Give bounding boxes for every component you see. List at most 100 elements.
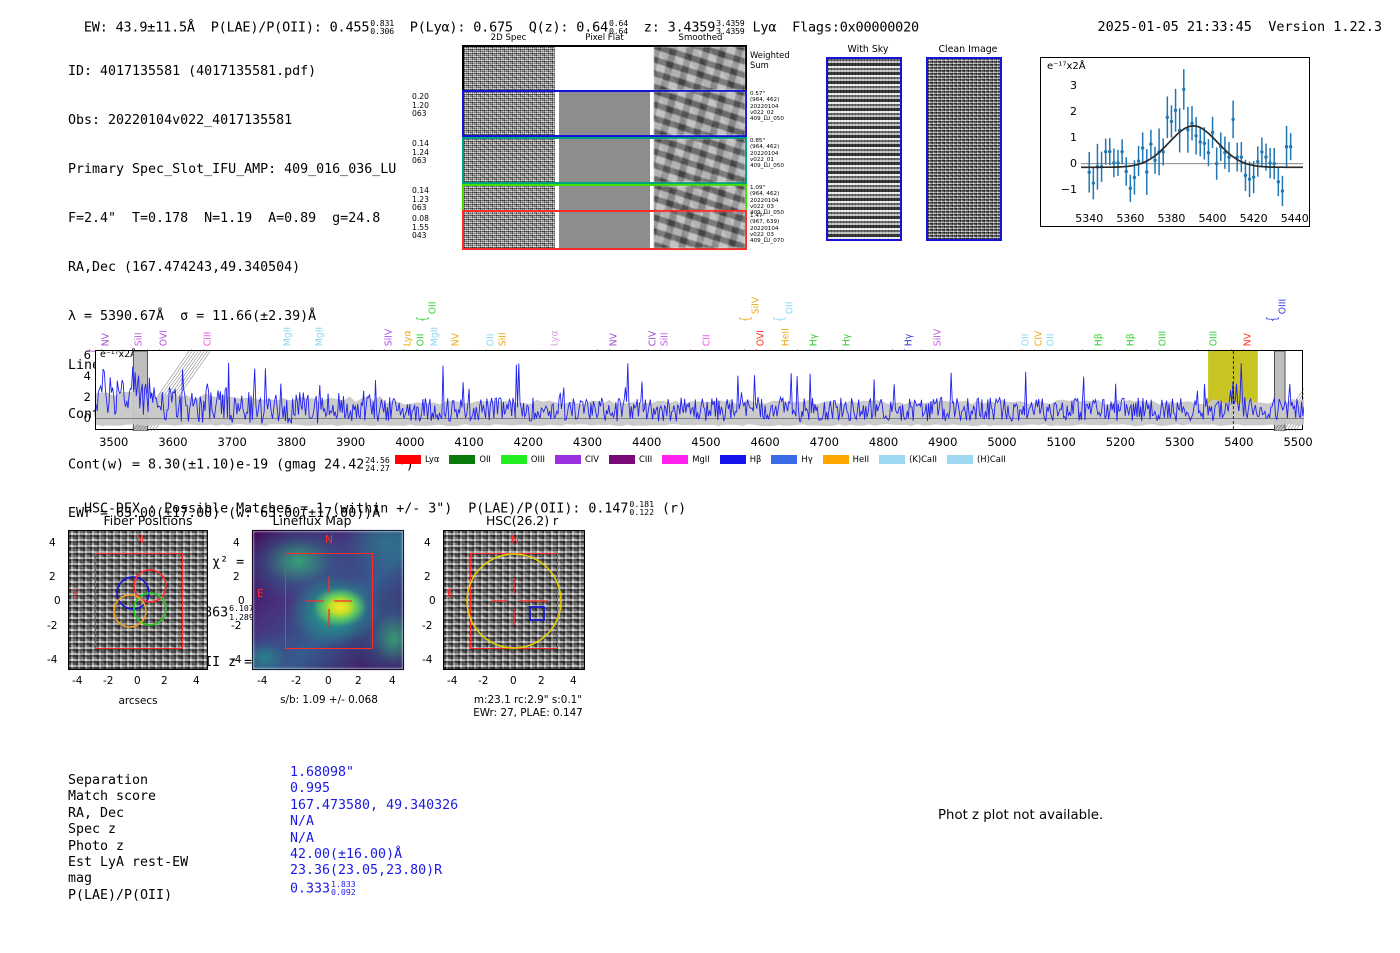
legend-label: MgII bbox=[692, 454, 710, 464]
fitplot-x-tick: 5440 bbox=[1280, 212, 1309, 225]
y-tick: 0 bbox=[238, 595, 245, 607]
spectrum-line-label: CII bbox=[702, 334, 714, 346]
photoz-unavailable-message: Phot z plot not available. bbox=[938, 808, 1104, 823]
spec-image-smoothed bbox=[653, 212, 746, 248]
spectrum-y-tick: 6 bbox=[83, 348, 91, 363]
fitplot-y-tick: 1 bbox=[1070, 130, 1077, 144]
spec-row-exposure bbox=[462, 137, 747, 184]
y-tick: 2 bbox=[233, 571, 240, 583]
spec-image-2dspec bbox=[464, 47, 556, 90]
info-plae-range: 6.107 1.289 bbox=[229, 603, 254, 622]
legend-swatch bbox=[554, 454, 581, 464]
fitplot-canvas bbox=[1081, 69, 1303, 207]
spectrum-x-tick: 3700 bbox=[217, 435, 247, 449]
spec-col-title-pixelflat: Pixel Flat bbox=[585, 33, 624, 43]
spectrum-line-label: NV bbox=[451, 332, 463, 346]
y-tick: -2 bbox=[231, 620, 242, 632]
info-radec: RA,Dec (167.474243,49.340504) bbox=[68, 259, 301, 275]
spec-image-pixelflat bbox=[558, 139, 651, 182]
header-qz-label: Q(z): 0.64 bbox=[528, 19, 608, 36]
hscdex-plae-range: 0.181 0.122 bbox=[629, 499, 655, 518]
x-tick: -2 bbox=[478, 675, 489, 687]
spectrum-line-label: CIII bbox=[202, 331, 214, 346]
spectrum-x-tick: 4300 bbox=[572, 435, 603, 449]
fiber-circles bbox=[113, 569, 167, 628]
stamp-image-clean bbox=[926, 57, 1002, 241]
spectrum-line-label: MgII bbox=[429, 326, 441, 346]
legend-swatch bbox=[879, 454, 906, 464]
hscdex-filter: (r) bbox=[654, 501, 687, 517]
fitplot-y-tick: −1 bbox=[1060, 182, 1077, 196]
spectrum-line-label: OIII bbox=[1209, 330, 1221, 346]
fitplot-flux-units: e⁻¹⁷x2Å bbox=[1047, 61, 1086, 72]
legend-item: (K)CaII bbox=[879, 454, 937, 464]
weighted-sum-label: Weighted Sum bbox=[750, 50, 790, 70]
header-z-range: 3.4359 3.4359 bbox=[716, 18, 745, 37]
hscdex-text: HSC-DEX : Possible Matches = 1 (within +… bbox=[84, 501, 629, 517]
fitplot-x-tick: 5360 bbox=[1116, 212, 1145, 225]
full-spectrum-plot: e⁻¹⁷x2Å 3500 3600 3700 3800 3900 4000 4100 4200… bbox=[84, 348, 1313, 449]
compass-north: N bbox=[511, 534, 519, 546]
x-tick: -4 bbox=[447, 675, 458, 687]
legend-label: (K)CaII bbox=[909, 454, 938, 464]
legend-swatch bbox=[395, 454, 421, 464]
spec-row-detail: 0.57" (964, 462) 20220104 v022_02 409_LU… bbox=[750, 91, 784, 123]
spectrum-line-label: NV bbox=[1242, 332, 1254, 346]
fiber-positions-plot: N E 4 2 0 -2 -4 -4 -2 0 2 4 bbox=[47, 530, 208, 687]
info-obs: Obs: 20220104v022_4017135581 bbox=[68, 112, 293, 128]
match-table-value: N/A bbox=[290, 830, 315, 846]
compass-east: E bbox=[447, 588, 454, 600]
legend-label: CIII bbox=[639, 454, 653, 464]
spectrum-line-label: SiII bbox=[497, 332, 509, 346]
fitplot-y-tick: 0 bbox=[1070, 156, 1077, 170]
y-tick: -2 bbox=[422, 620, 433, 632]
header-meta: 2025-01-05 21:33:45 Version 1.22.3 bbox=[1081, 3, 1383, 35]
fiber-positions-xlabel: arcsecs bbox=[118, 695, 158, 707]
ifu-footprint-box bbox=[95, 553, 183, 649]
spectrum-line-label: SiII bbox=[659, 332, 671, 346]
compass-east: E bbox=[72, 588, 79, 600]
match-table-value: 1.68098" bbox=[290, 765, 355, 780]
match-table-value: 0.333 1.833 0.092 bbox=[290, 878, 356, 898]
spec-image-pixelflat bbox=[558, 212, 651, 248]
x-tick: 0 bbox=[325, 675, 332, 687]
header-qz-range: 0.64 0.64 bbox=[609, 18, 628, 37]
spec-col-title-smoothed: Smoothed bbox=[678, 33, 723, 43]
hsc-overlays bbox=[466, 553, 562, 649]
lineflux-map-caption: s/b: 1.09 +/- 0.068 bbox=[280, 694, 378, 706]
legend-item: Hβ bbox=[719, 454, 761, 464]
spectrum-line-label: SiIV bbox=[383, 328, 395, 346]
legend-item: (H)CaII bbox=[947, 454, 1006, 464]
spec-col-title-2dspec: 2D Spec bbox=[490, 33, 527, 43]
spec-image-smoothed bbox=[653, 92, 746, 135]
legend-swatch bbox=[822, 454, 849, 464]
spectrum-line-label: Hβ bbox=[1094, 333, 1106, 346]
spectrum-line-label: OII bbox=[427, 301, 439, 314]
legend-item: Lyα bbox=[395, 454, 439, 464]
match-table-key: Spec z bbox=[68, 822, 117, 838]
fitplot-x-tick: 5400 bbox=[1198, 212, 1227, 225]
spectrum-line-label: CIV bbox=[647, 330, 659, 346]
spectrum-line-label: MgII bbox=[314, 326, 326, 346]
x-tick: 2 bbox=[355, 675, 362, 687]
y-tick: -4 bbox=[47, 654, 58, 666]
compass-east: E bbox=[257, 588, 264, 600]
legend-item: OIII bbox=[500, 454, 545, 464]
spectrum-x-tick: 3900 bbox=[335, 435, 366, 449]
compass-north: N bbox=[325, 534, 333, 546]
x-tick: 2 bbox=[161, 675, 168, 687]
match-table-key: Match score bbox=[68, 789, 157, 805]
y-tick: 0 bbox=[429, 595, 436, 607]
spectrum-x-tick: 5300 bbox=[1165, 435, 1195, 449]
x-tick: -2 bbox=[291, 675, 302, 687]
legend-item: Hγ bbox=[771, 454, 813, 464]
spectrum-x-tick: 5200 bbox=[1105, 435, 1136, 449]
header-z-label: z: 3.4359 bbox=[643, 19, 716, 36]
match-table-value: 42.00(±16.00)Å bbox=[290, 846, 403, 862]
legend-swatch bbox=[500, 454, 527, 464]
spectrum-line-label: SiII bbox=[133, 332, 145, 346]
header-plae-label: P(LAE)/P(OII): 0.455 bbox=[210, 19, 370, 36]
legend-label: CIV bbox=[584, 454, 599, 464]
y-tick: 4 bbox=[233, 537, 240, 549]
spectrum-line-label: SiIV bbox=[933, 328, 945, 346]
